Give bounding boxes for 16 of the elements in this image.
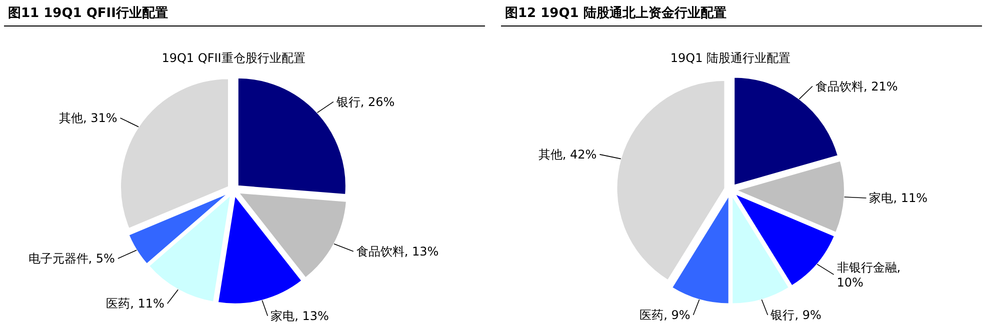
slice-label: 其他, 42% xyxy=(538,147,597,162)
slice-label: 非银行金融, 10% xyxy=(836,260,901,290)
slice-label: 家电, 13% xyxy=(270,308,329,323)
chart-title: 图12 19Q1 陆股通北上资金行业配置 xyxy=(505,5,726,21)
slice-label: 电子元器件, 5% xyxy=(28,252,115,266)
slice-label: 食品饮料, 13% xyxy=(356,244,439,258)
slice-label: 食品饮料, 21% xyxy=(815,79,898,94)
chart-subtitle: 19Q1 陆股通行业配置 xyxy=(670,51,791,65)
slice-label: 医药, 11% xyxy=(106,296,164,311)
slice-label: 银行, 26% xyxy=(335,94,395,109)
slice-label: 其他, 31% xyxy=(58,110,118,125)
chart-title: 图11 19Q1 QFII行业配置 xyxy=(8,6,168,21)
slice-label: 医药, 9% xyxy=(640,308,690,322)
slice-label: 家电, 11% xyxy=(869,191,928,206)
slice-label: 银行, 9% xyxy=(770,308,822,322)
chart-subtitle: 19Q1 QFII重仓股行业配置 xyxy=(162,51,306,65)
